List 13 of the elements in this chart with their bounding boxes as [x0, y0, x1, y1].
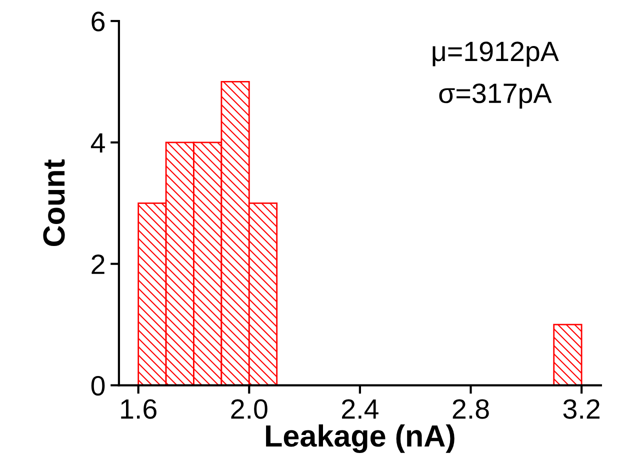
x-tick-label: 2.8 [452, 399, 489, 419]
x-tick-label: 3.2 [563, 399, 600, 419]
y-tick-label: 2 [92, 254, 104, 274]
x-tick-label: 2.0 [231, 399, 268, 419]
x-tick-label: 1.6 [121, 399, 156, 419]
y-tick-label: 0 [91, 376, 105, 396]
y-tick-label: 4 [90, 133, 105, 152]
y-axis-title: Count [43, 159, 65, 246]
x-axis-title: Leakage (nA) [266, 424, 454, 453]
annotation: σ=317pA [439, 83, 552, 109]
y-tick-label: 6 [92, 12, 105, 32]
x-tick-label: 2.4 [342, 399, 378, 419]
annotation: μ=1912pA [432, 42, 559, 67]
